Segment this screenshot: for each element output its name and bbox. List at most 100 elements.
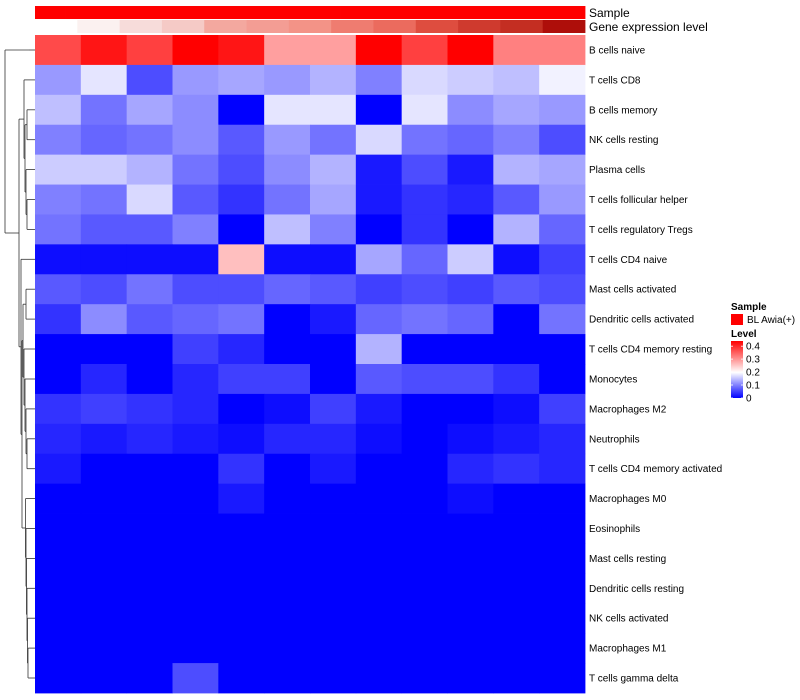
heatmap-cell: [493, 35, 540, 66]
heatmap-cell: [126, 603, 173, 634]
heatmap-cell: [218, 633, 265, 664]
heatmap-cell: [401, 543, 448, 574]
heatmap-cell: [447, 663, 494, 694]
heatmap-cell: [447, 94, 494, 126]
heatmap-cell: [35, 64, 82, 96]
heatmap-cell: [539, 64, 586, 96]
heatmap-cell: [539, 513, 586, 544]
heatmap-cell: [264, 423, 311, 455]
heatmap-cell: [355, 573, 403, 604]
heatmap-cell: [172, 334, 219, 365]
heatmap-cell: [218, 35, 265, 66]
heatmap-cell: [80, 603, 128, 634]
row-label: T cells gamma delta: [589, 674, 679, 685]
heatmap-cell: [539, 423, 586, 455]
heatmap-cell: [35, 214, 82, 245]
row-label: T cells CD4 memory resting: [589, 345, 712, 356]
heatmap-cell: [126, 154, 173, 185]
heatmap-cell: [493, 334, 540, 365]
annotation-cell: [77, 20, 121, 33]
heatmap-cell: [264, 124, 311, 156]
heatmap-cell: [447, 573, 494, 604]
legend-level-title: Level: [731, 329, 757, 340]
heatmap-cell: [493, 663, 540, 694]
annotation-track-label: Gene expression level: [589, 20, 708, 34]
heatmap-cell: [539, 393, 586, 425]
heatmap-cell: [310, 364, 357, 395]
heatmap-cell: [401, 214, 448, 245]
annotation-cell: [35, 6, 66, 19]
heatmap-cell: [539, 154, 586, 185]
heatmap-cell: [310, 94, 357, 126]
row-label: Monocytes: [589, 375, 637, 386]
heatmap-cell: [401, 364, 448, 395]
heatmap-cell: [447, 543, 494, 574]
heatmap-cell: [218, 663, 265, 694]
heatmap-cell: [126, 244, 173, 275]
legend-sample-swatch: [731, 314, 743, 325]
heatmap-cell: [264, 214, 311, 245]
heatmap-cell: [539, 603, 586, 634]
heatmap-cell: [126, 334, 173, 365]
heatmap-cell: [401, 603, 448, 634]
heatmap-cell: [172, 663, 219, 694]
heatmap-cell: [126, 453, 173, 485]
heatmap-cell: [218, 573, 265, 604]
heatmap-cell: [493, 633, 540, 664]
row-label: Mast cells activated: [589, 285, 676, 296]
heatmap-cell: [218, 94, 265, 126]
heatmap-cell: [80, 663, 128, 694]
heatmap-cell: [447, 423, 494, 455]
heatmap-cell: [539, 124, 586, 156]
heatmap-cell: [35, 364, 82, 395]
heatmap-cell: [493, 214, 540, 245]
annotation-cell: [493, 6, 525, 19]
heatmap-cell: [126, 483, 173, 514]
row-label: Dendritic cells activated: [589, 315, 694, 326]
heatmap-cell: [35, 124, 82, 156]
heatmap-cell: [401, 244, 448, 275]
heatmap-cell: [126, 94, 173, 126]
row-label: Macrophages M0: [589, 494, 667, 505]
heatmap-cell: [126, 64, 173, 96]
heatmap-cell: [264, 453, 311, 485]
heatmap-cell: [172, 573, 219, 604]
heatmap-cell: [80, 364, 128, 395]
annotation-cell: [204, 20, 247, 33]
heatmap-cell: [401, 423, 448, 455]
annotation-cell: [371, 6, 403, 19]
heatmap-cell: [80, 513, 128, 544]
legend-level-colorbar: [731, 341, 743, 398]
heatmap-cell: [401, 453, 448, 485]
annotation-cell: [126, 6, 158, 19]
row-label: Dendritic cells resting: [589, 584, 684, 595]
heatmap-cell: [310, 334, 357, 365]
row-dendrogram: [4, 49, 35, 679]
heatmap-cell: [126, 124, 173, 156]
heatmap-cell: [35, 393, 82, 425]
annotation-cell: [432, 6, 464, 19]
heatmap-cell: [264, 393, 311, 425]
heatmap-cell: [80, 334, 128, 365]
heatmap-cell: [218, 364, 265, 395]
heatmap-cell: [310, 603, 357, 634]
heatmap-cell: [493, 94, 540, 126]
heatmap-cell: [401, 64, 448, 96]
heatmap-cell: [35, 543, 82, 574]
heatmap-cell: [355, 543, 403, 574]
heatmap-cell: [35, 274, 82, 305]
heatmap-cell: [310, 214, 357, 245]
heatmap-cell: [35, 453, 82, 485]
heatmap-cell: [218, 423, 265, 455]
heatmap-cell: [172, 94, 219, 126]
legend: Sample BL Awia(+) Level 0.4 0.3 0.2 0.1 0: [731, 302, 795, 405]
heatmap-cell: [80, 573, 128, 604]
heatmap-cell: [80, 274, 128, 305]
heatmap-cell: [35, 244, 82, 275]
heatmap-cell: [310, 244, 357, 275]
heatmap-cell: [218, 483, 265, 514]
heatmap-cell: [539, 184, 586, 215]
heatmap-cell: [539, 244, 586, 275]
heatmap-cell: [218, 154, 265, 185]
annotation-cell: [373, 20, 417, 33]
